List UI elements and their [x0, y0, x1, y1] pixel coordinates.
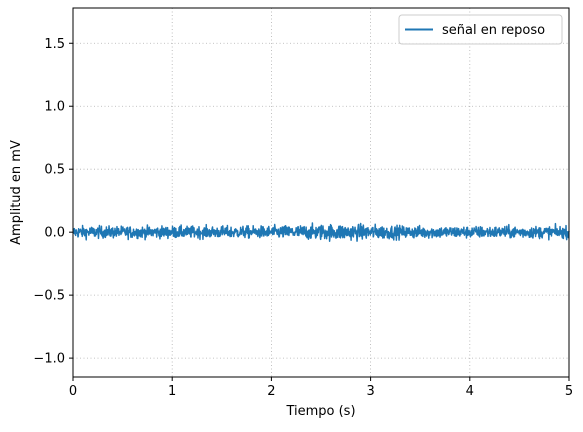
- x-axis-label: Tiempo (s): [285, 404, 355, 419]
- x-tick-label: 2: [267, 384, 275, 399]
- x-tick-label: 4: [466, 384, 474, 399]
- x-tick-label: 3: [366, 384, 374, 399]
- legend: señal en reposo: [398, 14, 563, 45]
- series-line-senal-en-reposo: [72, 222, 570, 242]
- x-tick-label: 0: [69, 384, 77, 399]
- legend-label: señal en reposo: [442, 23, 545, 38]
- plot-frame: [72, 7, 570, 378]
- y-tick-label: 0.0: [44, 226, 65, 241]
- grid: [72, 8, 570, 377]
- x-tick-label: 1: [168, 384, 176, 399]
- x-tick-label: 5: [565, 384, 573, 399]
- y-axis-label: Amplitud en mV: [9, 140, 24, 245]
- y-tick-label: 1.5: [44, 37, 65, 52]
- y-tick-label: −1.0: [33, 352, 65, 367]
- y-tick-label: −0.5: [33, 289, 65, 304]
- y-tick-label: 1.0: [44, 100, 65, 115]
- series-layer: [72, 222, 570, 242]
- ticks: 0 1 2 3 4 5 −1.0 −0.5 0.0 0.5 1.0 1.5: [33, 37, 573, 399]
- legend-box: [398, 14, 563, 45]
- y-tick-label: 0.5: [44, 163, 65, 178]
